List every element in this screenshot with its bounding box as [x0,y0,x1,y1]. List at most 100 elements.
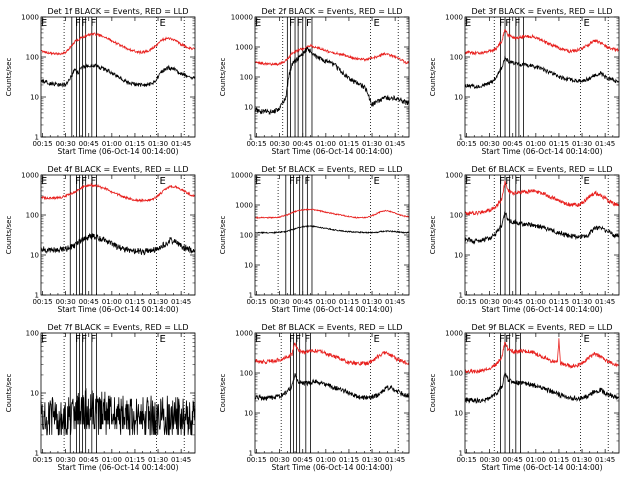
interval-letter: F [75,18,81,29]
x-tick-label: 01:00 [526,298,546,306]
x-tick-label: 00:45 [293,140,313,148]
x-tick-label: 00:45 [79,456,99,464]
panel-det-7: Det 7f BLACK = Events, RED = LLD Counts/s… [5,323,196,472]
lld-series-line [254,43,410,67]
events-series-line [464,211,619,245]
x-tick-label: 01:30 [572,456,592,464]
x-tick-label: 01:15 [125,456,145,464]
x-tick-label: 01:30 [362,456,382,464]
y-tick-label: 10 [244,104,253,112]
interval-letter: E [41,334,47,345]
y-axis-label: Counts/sec [5,216,13,255]
plot-frame [40,16,196,138]
plot-frame [254,16,410,138]
x-tick-label: 01:45 [171,140,191,148]
y-tick-label: 100 [450,370,463,378]
interval-letter: F [505,176,511,187]
y-tick-label: 10000 [231,14,253,22]
x-axis-label: Start Time (06-Oct-14 00:14:00) [481,147,602,156]
y-tick-label: 10 [30,390,39,398]
x-tick-label: 00:15 [32,298,52,306]
x-tick-label: 00:15 [32,456,52,464]
plot-frame [254,332,410,454]
panel-det-6: Det 6f BLACK = Events, RED = LLD Counts/s… [429,165,620,314]
y-tick-label: 100 [240,232,253,240]
x-tick-label: 00:45 [503,456,523,464]
panel-det-3: Det 3f BLACK = Events, RED = LLD Counts/s… [429,7,620,156]
y-tick-label: 1 [35,134,39,142]
x-tick-label: 00:30 [270,456,290,464]
x-tick-label: 01:30 [148,456,168,464]
x-tick-label: 00:30 [56,456,76,464]
interval-letter: E [255,176,261,187]
y-tick-label: 1000 [445,14,463,22]
interval-letter: F [289,176,295,187]
interval-letter: F [499,18,505,29]
x-tick-label: 00:15 [246,456,266,464]
x-tick-label: 00:45 [79,298,99,306]
x-tick-label: 00:45 [503,140,523,148]
interval-letter: F [514,18,520,29]
y-tick-label: 1000 [235,44,253,52]
x-tick-label: 00:30 [480,140,500,148]
x-axis-label: Start Time (06-Oct-14 00:14:00) [271,147,392,156]
interval-letter: E [41,18,47,29]
panel-det-4: Det 4f BLACK = Events, RED = LLD Counts/s… [5,165,196,314]
x-tick-label: 01:00 [316,298,336,306]
lld-series-line [464,338,620,375]
lld-series-line [464,180,620,216]
x-tick-label: 01:15 [339,140,359,148]
interval-letter: F [297,18,303,29]
interval-letter: E [583,334,589,345]
x-tick-label: 00:30 [270,140,290,148]
events-series-line [254,46,410,116]
interval-letter: F [90,334,96,345]
x-tick-label: 01:45 [385,298,405,306]
interval-letter: E [583,176,589,187]
y-tick-label: 10 [454,94,463,102]
x-tick-label: 01:15 [339,456,359,464]
panel-det-9: Det 9f BLACK = Events, RED = LLD Counts/s… [429,323,620,472]
y-axis-label: Counts/sec [5,374,13,413]
interval-letter: F [499,334,505,345]
interval-letter: F [90,18,96,29]
x-tick-label: 01:00 [316,140,336,148]
panel-title: Det 5f BLACK = Events, RED = LLD [261,165,402,174]
y-axis-label: Counts/sec [219,58,227,97]
panel-title: Det 6f BLACK = Events, RED = LLD [471,165,612,174]
x-axis-label: Start Time (06-Oct-14 00:14:00) [271,463,392,472]
y-tick-label: 10 [30,94,39,102]
plot-frame [40,332,196,454]
x-tick-label: 00:30 [56,298,76,306]
interval-letter: F [304,176,310,187]
y-axis-label: Counts/sec [429,216,437,255]
x-tick-label: 00:45 [503,298,523,306]
y-tick-label: 1 [459,450,463,458]
x-tick-label: 00:15 [456,298,476,306]
interval-letter: F [514,176,520,187]
y-tick-label: 10000 [231,172,253,180]
x-tick-label: 00:30 [270,298,290,306]
interval-letter: F [304,334,310,345]
x-tick-label: 01:45 [171,456,191,464]
y-tick-label: 1 [459,292,463,300]
y-tick-label: 1000 [21,172,39,180]
lld-series-line [254,342,410,366]
lld-series-line [464,29,620,56]
plot-frame [464,16,620,138]
plot-frame [40,174,196,296]
y-tick-label: 1000 [235,202,253,210]
panel-det-5: Det 5f BLACK = Events, RED = LLD Counts/s… [219,165,410,314]
x-tick-label: 01:15 [339,298,359,306]
lld-series-line [40,32,196,56]
events-series-line [254,373,410,402]
interval-letter: F [295,334,301,345]
interval-letter: F [505,334,511,345]
y-axis-label: Counts/sec [429,374,437,413]
x-tick-label: 00:15 [246,298,266,306]
events-series-line [40,63,196,88]
x-axis-label: Start Time (06-Oct-14 00:14:00) [57,305,178,314]
y-tick-label: 1 [35,450,39,458]
interval-letter: E [159,334,165,345]
